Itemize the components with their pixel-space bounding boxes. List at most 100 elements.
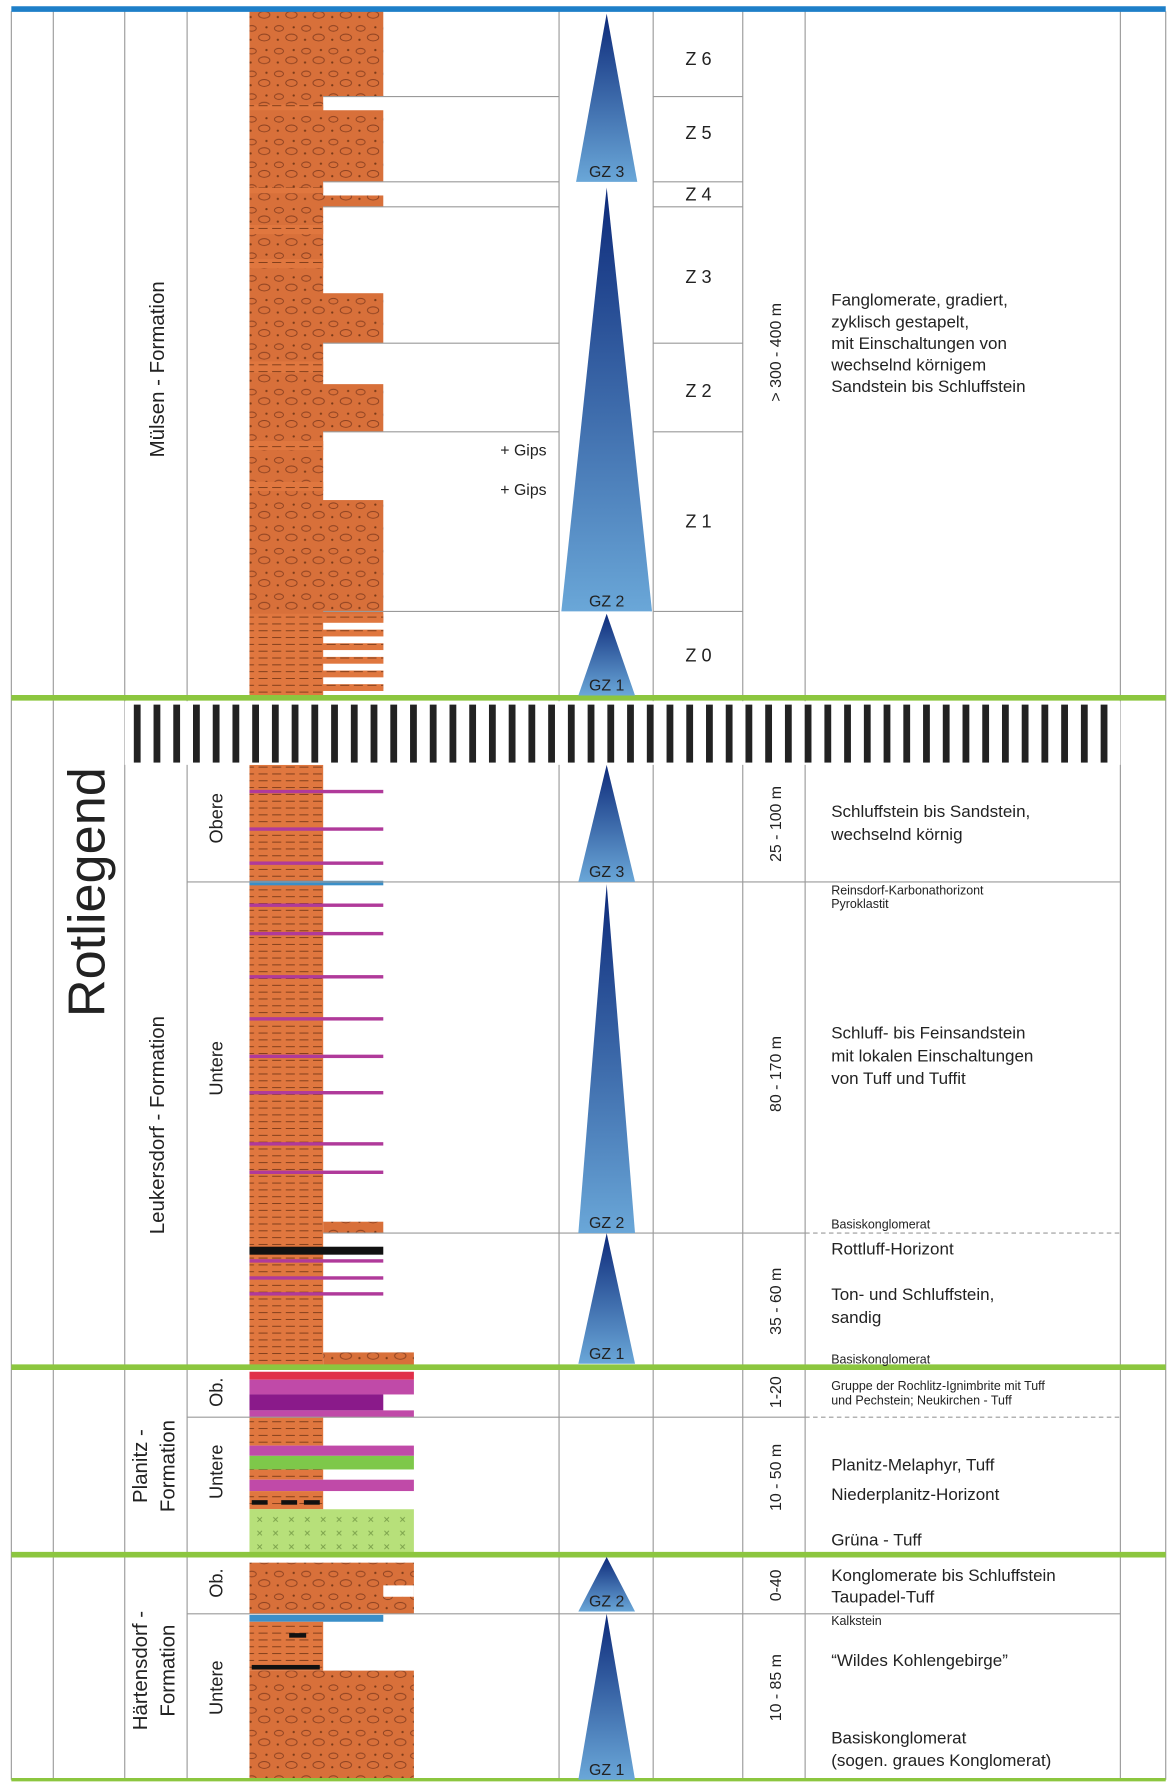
thickness-label: 10 - 85 m bbox=[768, 1654, 785, 1721]
formation-label: Leukersdorf - Formation bbox=[147, 1016, 169, 1234]
formation-label: Planitz - bbox=[130, 1429, 152, 1503]
description: Konglomerate bis Schluffstein bbox=[831, 1566, 1056, 1585]
member-label: Ob. bbox=[207, 1568, 227, 1597]
thickness-label: 1-20 bbox=[768, 1376, 785, 1408]
hiatus-bar bbox=[528, 705, 535, 763]
gap bbox=[323, 623, 385, 630]
tuff-bed bbox=[249, 904, 383, 907]
hiatus-bar bbox=[331, 705, 338, 763]
limestone bbox=[249, 1615, 383, 1622]
hiatus-bar bbox=[272, 705, 279, 763]
hiatus-bar bbox=[588, 705, 595, 763]
thickness-label: 0-40 bbox=[768, 1569, 785, 1601]
bed bbox=[249, 259, 323, 268]
tuff-bed bbox=[249, 1276, 383, 1279]
hiatus-bar bbox=[568, 705, 575, 763]
gap bbox=[323, 432, 385, 500]
hiatus-bar bbox=[1022, 705, 1029, 763]
formation-label: Härtensdorf - bbox=[130, 1611, 152, 1730]
description: Niederplanitz-Horizont bbox=[831, 1485, 999, 1504]
member-label: Untere bbox=[207, 1660, 227, 1715]
description: von Tuff und Tuffit bbox=[831, 1069, 966, 1088]
tuff-bed bbox=[249, 827, 383, 830]
coal bbox=[252, 1665, 320, 1670]
description: wechselnd körnigem bbox=[830, 355, 986, 374]
hiatus-bar bbox=[627, 705, 634, 763]
cycle-triangle bbox=[578, 1233, 635, 1364]
hiatus-bar bbox=[134, 705, 141, 763]
thickness-label: 80 - 170 m bbox=[768, 1036, 785, 1112]
hiatus-bar bbox=[548, 705, 555, 763]
cycle-label: GZ 1 bbox=[589, 1346, 624, 1363]
layer bbox=[249, 1622, 323, 1671]
hiatus-bar bbox=[1101, 705, 1108, 763]
description: Rottluff-Horizont bbox=[831, 1240, 954, 1259]
tuff-bed bbox=[249, 1171, 383, 1174]
tuff-bed bbox=[249, 861, 383, 864]
description: Ton- und Schluffstein, bbox=[831, 1285, 994, 1304]
hiatus-bar bbox=[410, 705, 417, 763]
hiatus-bar bbox=[785, 705, 792, 763]
note: + Gips bbox=[500, 442, 546, 459]
hiatus-bar bbox=[963, 705, 970, 763]
description: Kalkstein bbox=[831, 1614, 882, 1628]
layer bbox=[249, 1480, 413, 1491]
hiatus-bar bbox=[489, 705, 496, 763]
gap bbox=[323, 664, 385, 671]
description: Basiskonglomerat bbox=[831, 1728, 966, 1747]
description: Taupadel-Tuff bbox=[831, 1587, 934, 1606]
zone-label: Z 0 bbox=[685, 646, 711, 666]
tuff-bed bbox=[249, 1017, 383, 1020]
hiatus-bar bbox=[903, 705, 910, 763]
hiatus-bar bbox=[173, 705, 180, 763]
bed bbox=[249, 482, 323, 491]
hiatus-bar bbox=[1041, 705, 1048, 763]
cycle-label: GZ 2 bbox=[589, 594, 624, 611]
bed bbox=[249, 361, 323, 372]
hiatus-bar bbox=[667, 705, 674, 763]
description: Gruppe der Rochlitz-Ignimbrite mit Tuff bbox=[831, 1379, 1045, 1393]
cycle-triangle bbox=[561, 188, 652, 612]
thickness-label: > 300 - 400 m bbox=[768, 303, 785, 402]
zone-label: Z 5 bbox=[685, 123, 711, 143]
thickness-label: 25 - 100 m bbox=[768, 786, 785, 862]
hiatus-bar bbox=[450, 705, 457, 763]
layer bbox=[249, 1417, 323, 1445]
hiatus-bar bbox=[1002, 705, 1009, 763]
tuff-bed bbox=[249, 1091, 383, 1094]
description: Pyroklastit bbox=[831, 897, 889, 911]
hiatus-bar bbox=[154, 705, 161, 763]
layer bbox=[249, 1671, 413, 1780]
formation-label: Formation bbox=[157, 1625, 179, 1717]
hiatus-bar bbox=[1061, 705, 1068, 763]
note: + Gips bbox=[500, 482, 546, 499]
description: “Wildes Kohlengebirge” bbox=[831, 1651, 1008, 1670]
cycle-triangle bbox=[578, 1614, 635, 1780]
tuff-bed bbox=[249, 1292, 383, 1295]
coal bbox=[252, 1500, 268, 1505]
gap bbox=[383, 1585, 414, 1596]
formation-label: Formation bbox=[157, 1420, 179, 1512]
bed bbox=[249, 441, 323, 450]
hiatus-bar bbox=[706, 705, 713, 763]
cycle-label: GZ 1 bbox=[589, 678, 624, 695]
zone-label: Z 1 bbox=[685, 512, 711, 532]
cycle-label: GZ 3 bbox=[589, 164, 624, 181]
layer bbox=[249, 1469, 323, 1479]
hiatus-bar bbox=[864, 705, 871, 763]
gap bbox=[323, 343, 385, 384]
tuff-bed bbox=[249, 932, 383, 935]
description: mit Einschaltungen von bbox=[831, 334, 1007, 353]
description: (sogen. graues Konglomerat) bbox=[831, 1751, 1051, 1770]
zone-label: Z 4 bbox=[685, 184, 711, 204]
tuff-bed bbox=[249, 1055, 383, 1058]
gap bbox=[323, 636, 385, 643]
cycle-label: GZ 1 bbox=[589, 1762, 624, 1779]
cycle-label: GZ 2 bbox=[589, 1594, 624, 1611]
description: Planitz-Melaphyr, Tuff bbox=[831, 1456, 994, 1475]
tuff-bed bbox=[249, 975, 383, 978]
hiatus-bar bbox=[805, 705, 812, 763]
bed bbox=[249, 225, 323, 234]
layer bbox=[249, 1380, 413, 1395]
tuff-bed bbox=[249, 790, 383, 793]
